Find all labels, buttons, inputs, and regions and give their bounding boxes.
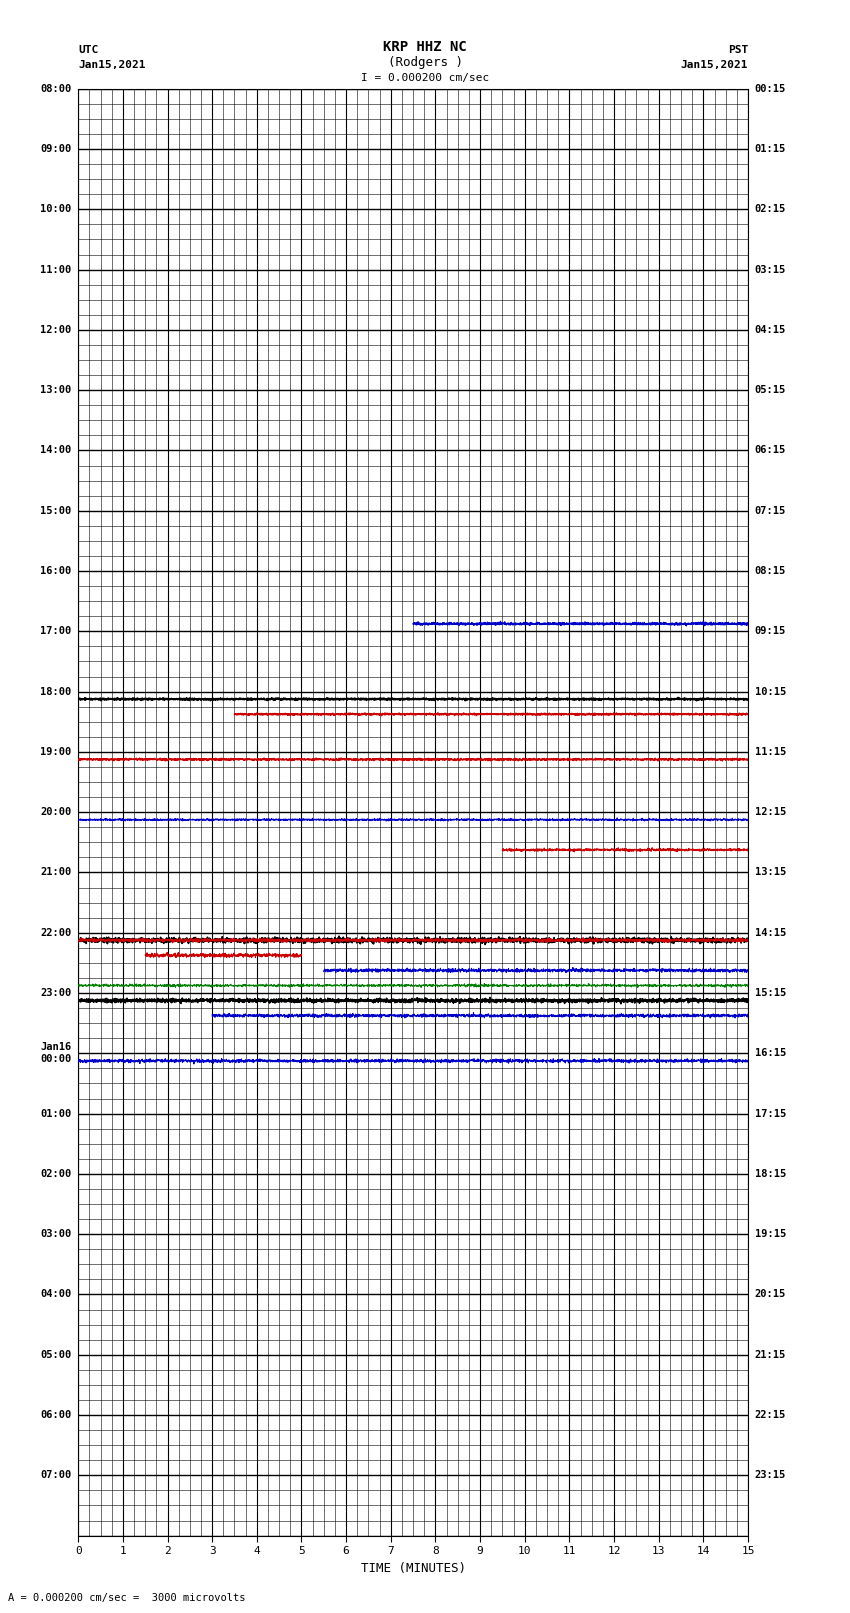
Text: 09:15: 09:15 (755, 626, 786, 636)
Text: 23:15: 23:15 (755, 1471, 786, 1481)
Text: 08:00: 08:00 (40, 84, 71, 94)
Text: 12:15: 12:15 (755, 806, 786, 818)
Text: 16:15: 16:15 (755, 1048, 786, 1058)
Text: 20:15: 20:15 (755, 1289, 786, 1300)
Text: Jan15,2021: Jan15,2021 (681, 60, 748, 69)
Text: 02:00: 02:00 (40, 1169, 71, 1179)
Text: 05:15: 05:15 (755, 386, 786, 395)
Text: 06:00: 06:00 (40, 1410, 71, 1419)
Text: 01:00: 01:00 (40, 1108, 71, 1118)
Text: 18:00: 18:00 (40, 687, 71, 697)
X-axis label: TIME (MINUTES): TIME (MINUTES) (360, 1561, 466, 1574)
Text: 01:15: 01:15 (755, 144, 786, 153)
Text: 12:00: 12:00 (40, 324, 71, 336)
Text: 00:15: 00:15 (755, 84, 786, 94)
Text: 17:00: 17:00 (40, 626, 71, 636)
Text: 10:15: 10:15 (755, 687, 786, 697)
Text: 19:15: 19:15 (755, 1229, 786, 1239)
Text: PST: PST (728, 45, 748, 55)
Text: 11:15: 11:15 (755, 747, 786, 756)
Text: 21:00: 21:00 (40, 868, 71, 877)
Text: 10:00: 10:00 (40, 205, 71, 215)
Text: 02:15: 02:15 (755, 205, 786, 215)
Text: 13:15: 13:15 (755, 868, 786, 877)
Text: 07:00: 07:00 (40, 1471, 71, 1481)
Text: 04:00: 04:00 (40, 1289, 71, 1300)
Text: 04:15: 04:15 (755, 324, 786, 336)
Text: 07:15: 07:15 (755, 506, 786, 516)
Text: 14:00: 14:00 (40, 445, 71, 455)
Text: 22:15: 22:15 (755, 1410, 786, 1419)
Text: 09:00: 09:00 (40, 144, 71, 153)
Text: (Rodgers ): (Rodgers ) (388, 56, 462, 69)
Text: 16:00: 16:00 (40, 566, 71, 576)
Text: 21:15: 21:15 (755, 1350, 786, 1360)
Text: A = 0.000200 cm/sec =  3000 microvolts: A = 0.000200 cm/sec = 3000 microvolts (8, 1594, 246, 1603)
Text: 08:15: 08:15 (755, 566, 786, 576)
Text: 03:00: 03:00 (40, 1229, 71, 1239)
Text: 03:15: 03:15 (755, 265, 786, 274)
Text: UTC: UTC (78, 45, 99, 55)
Text: 05:00: 05:00 (40, 1350, 71, 1360)
Text: 23:00: 23:00 (40, 989, 71, 998)
Text: 15:15: 15:15 (755, 989, 786, 998)
Text: 19:00: 19:00 (40, 747, 71, 756)
Text: Jan15,2021: Jan15,2021 (78, 60, 145, 69)
Text: 22:00: 22:00 (40, 927, 71, 937)
Text: 11:00: 11:00 (40, 265, 71, 274)
Text: 20:00: 20:00 (40, 806, 71, 818)
Text: 17:15: 17:15 (755, 1108, 786, 1118)
Text: 15:00: 15:00 (40, 506, 71, 516)
Text: KRP HHZ NC: KRP HHZ NC (383, 40, 467, 55)
Text: 13:00: 13:00 (40, 386, 71, 395)
Text: 14:15: 14:15 (755, 927, 786, 937)
Text: 18:15: 18:15 (755, 1169, 786, 1179)
Text: Jan16
00:00: Jan16 00:00 (40, 1042, 71, 1065)
Text: I = 0.000200 cm/sec: I = 0.000200 cm/sec (361, 73, 489, 82)
Text: 06:15: 06:15 (755, 445, 786, 455)
